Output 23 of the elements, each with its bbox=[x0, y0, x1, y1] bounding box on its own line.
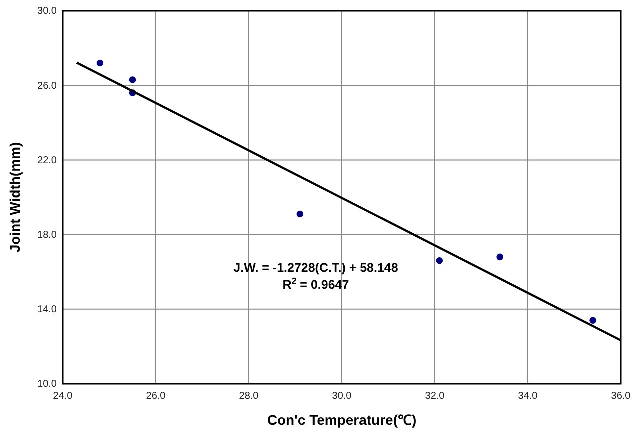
annotation: J.W. = -1.2728(C.T.) + 58.148 bbox=[234, 261, 398, 275]
y-tick-label: 26.0 bbox=[38, 80, 58, 92]
x-tick-label: 28.0 bbox=[239, 391, 260, 402]
point bbox=[296, 210, 304, 218]
y-axis-title: Joint Width(mm) bbox=[7, 142, 23, 253]
x-tick-label: 34.0 bbox=[518, 391, 538, 402]
x-tick-label: 26.0 bbox=[146, 391, 166, 402]
y-tick-label: 14.0 bbox=[38, 304, 58, 316]
x-tick-label: 36.0 bbox=[611, 391, 632, 402]
x-axis-title: Con'c Temperature(℃) bbox=[267, 412, 417, 428]
x-tick-label: 30.0 bbox=[332, 391, 352, 402]
x-tick-label: 24.0 bbox=[53, 391, 74, 402]
y-tick-label: 22.0 bbox=[38, 155, 58, 166]
x-tick-label: 32.0 bbox=[425, 391, 446, 402]
point bbox=[590, 317, 596, 324]
point bbox=[129, 76, 136, 84]
point bbox=[496, 254, 504, 261]
annotation: R$^{2}$ = 0.9647 bbox=[282, 276, 350, 292]
y-tick-label: 30.0 bbox=[38, 6, 58, 18]
y-tick-label: 18.0 bbox=[38, 230, 58, 241]
y-tick-label: 10.0 bbox=[38, 379, 58, 390]
point bbox=[96, 60, 104, 67]
point bbox=[436, 258, 444, 264]
